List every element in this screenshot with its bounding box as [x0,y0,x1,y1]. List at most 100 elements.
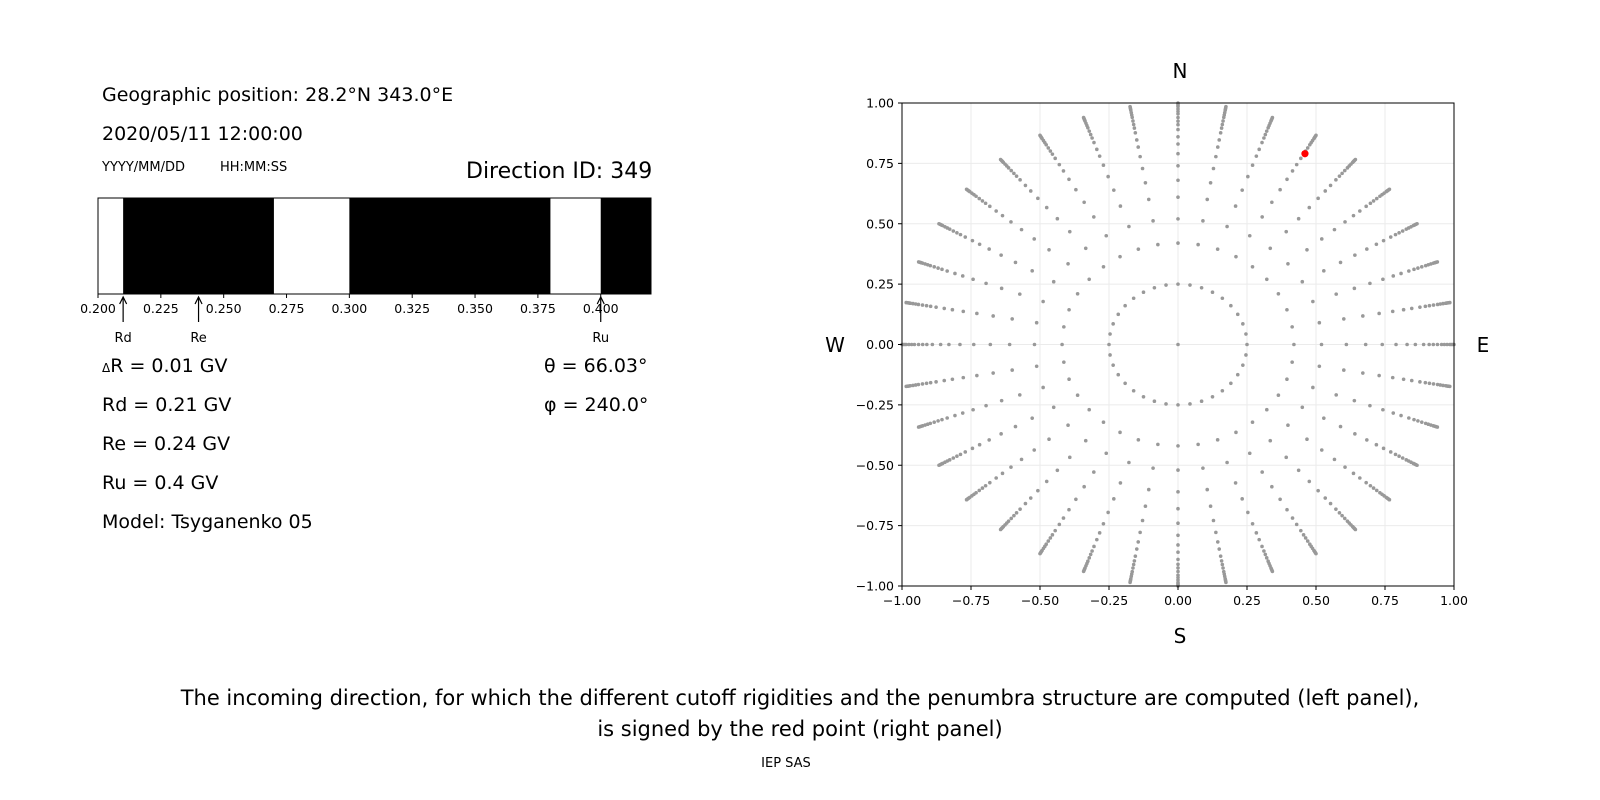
grid-point [1448,300,1452,305]
grid-point [1368,483,1373,488]
grid-point [1270,569,1275,574]
delta-r-text: R = 0.01 GV [110,355,228,377]
grid-point [1413,342,1418,347]
y-tick-label: −0.75 [856,518,894,533]
grid-point [994,209,998,213]
penumbra-tick-label: 0.225 [143,301,179,316]
grid-point [998,527,1003,532]
grid-point [1328,183,1333,188]
grid-point [953,271,957,276]
re-value: Re = 0.24 GV [102,433,231,455]
grid-point [971,407,975,412]
grid-point [1374,242,1379,247]
grid-point [960,274,965,278]
marker-arrowhead-re [194,295,203,305]
grid-point [1307,205,1312,210]
grid-point [1038,133,1042,138]
grid-point [1057,522,1062,527]
grid-point [1270,115,1275,120]
grid-point [1087,556,1092,560]
grid-point [1108,353,1112,357]
grid-point [912,342,917,347]
grid-point [937,221,941,226]
grid-point [991,314,995,318]
grid-point [1097,154,1102,158]
grid-point [1322,269,1326,273]
grid-point [1044,479,1049,484]
grid-point [925,342,929,347]
grid-point [940,417,944,422]
grid-point [938,342,943,347]
grid-point [1214,154,1218,159]
grid-point [977,242,982,247]
grid-point [920,382,925,386]
grid-point [1415,463,1419,468]
grid-point [911,301,915,306]
grid-point [1046,146,1051,150]
grid-point [1118,254,1122,259]
grid-point [971,342,976,347]
grid-point [1176,490,1180,494]
grid-point [1244,353,1248,357]
grid-point [1257,537,1261,542]
grid-point [1101,163,1106,168]
ru-value: Ru = 0.4 GV [102,472,219,494]
grid-point [1418,380,1422,384]
grid-point [1074,187,1078,192]
grid-point [1352,398,1357,403]
grid-point [1387,187,1392,192]
grid-point [1210,394,1215,399]
grid-point [1235,312,1240,317]
grid-point [1342,368,1346,372]
grid-point [1397,231,1401,235]
grid-point [1018,178,1022,182]
direction-id: Direction ID: 349 [466,159,653,184]
grid-point [999,432,1003,436]
grid-point [1351,213,1356,218]
grid-point [1017,292,1022,296]
grid-point [1087,277,1092,282]
grid-point [951,456,956,460]
grid-point [1290,325,1294,329]
grid-point [1123,381,1127,386]
grid-point [951,229,956,233]
grid-point [1219,559,1224,563]
penumbra-segment-allowed [98,198,124,294]
grid-point [1156,442,1160,447]
grid-point [1146,487,1151,492]
grid-point [1014,174,1019,178]
grid-point [1399,271,1403,276]
grid-point [1220,122,1225,127]
grid-point [1388,450,1393,454]
grid-point [1176,342,1180,347]
grid-point [940,267,944,272]
penumbra-segment-allowed [550,198,601,294]
grid-point [1311,299,1315,304]
grid-point [1090,549,1094,553]
grid-point [1075,393,1080,398]
grid-point [1134,138,1139,142]
grid-point [1092,470,1096,474]
grid-point [934,305,938,309]
model-name: Model: Tsyganenko 05 [102,511,313,533]
grid-point [1143,504,1148,509]
grid-point [1270,484,1274,489]
grid-point [1060,342,1064,347]
grid-point [1268,246,1273,251]
caption-line-2: is signed by the red point (right panel) [597,717,1003,741]
grid-point [1048,149,1053,153]
grid-point [1219,126,1224,130]
grid-point [1104,233,1109,238]
grid-point [1442,342,1447,347]
grid-point [1352,286,1357,291]
grid-point [960,411,965,415]
grid-point [1401,377,1406,382]
grid-point [1285,177,1289,182]
grid-point [1358,476,1362,480]
grid-point [1250,163,1255,168]
grid-point [1215,540,1220,544]
grid-point [1061,516,1066,520]
grid-point [1176,178,1180,183]
grid-point [1012,171,1016,176]
grid-point [1108,332,1112,336]
